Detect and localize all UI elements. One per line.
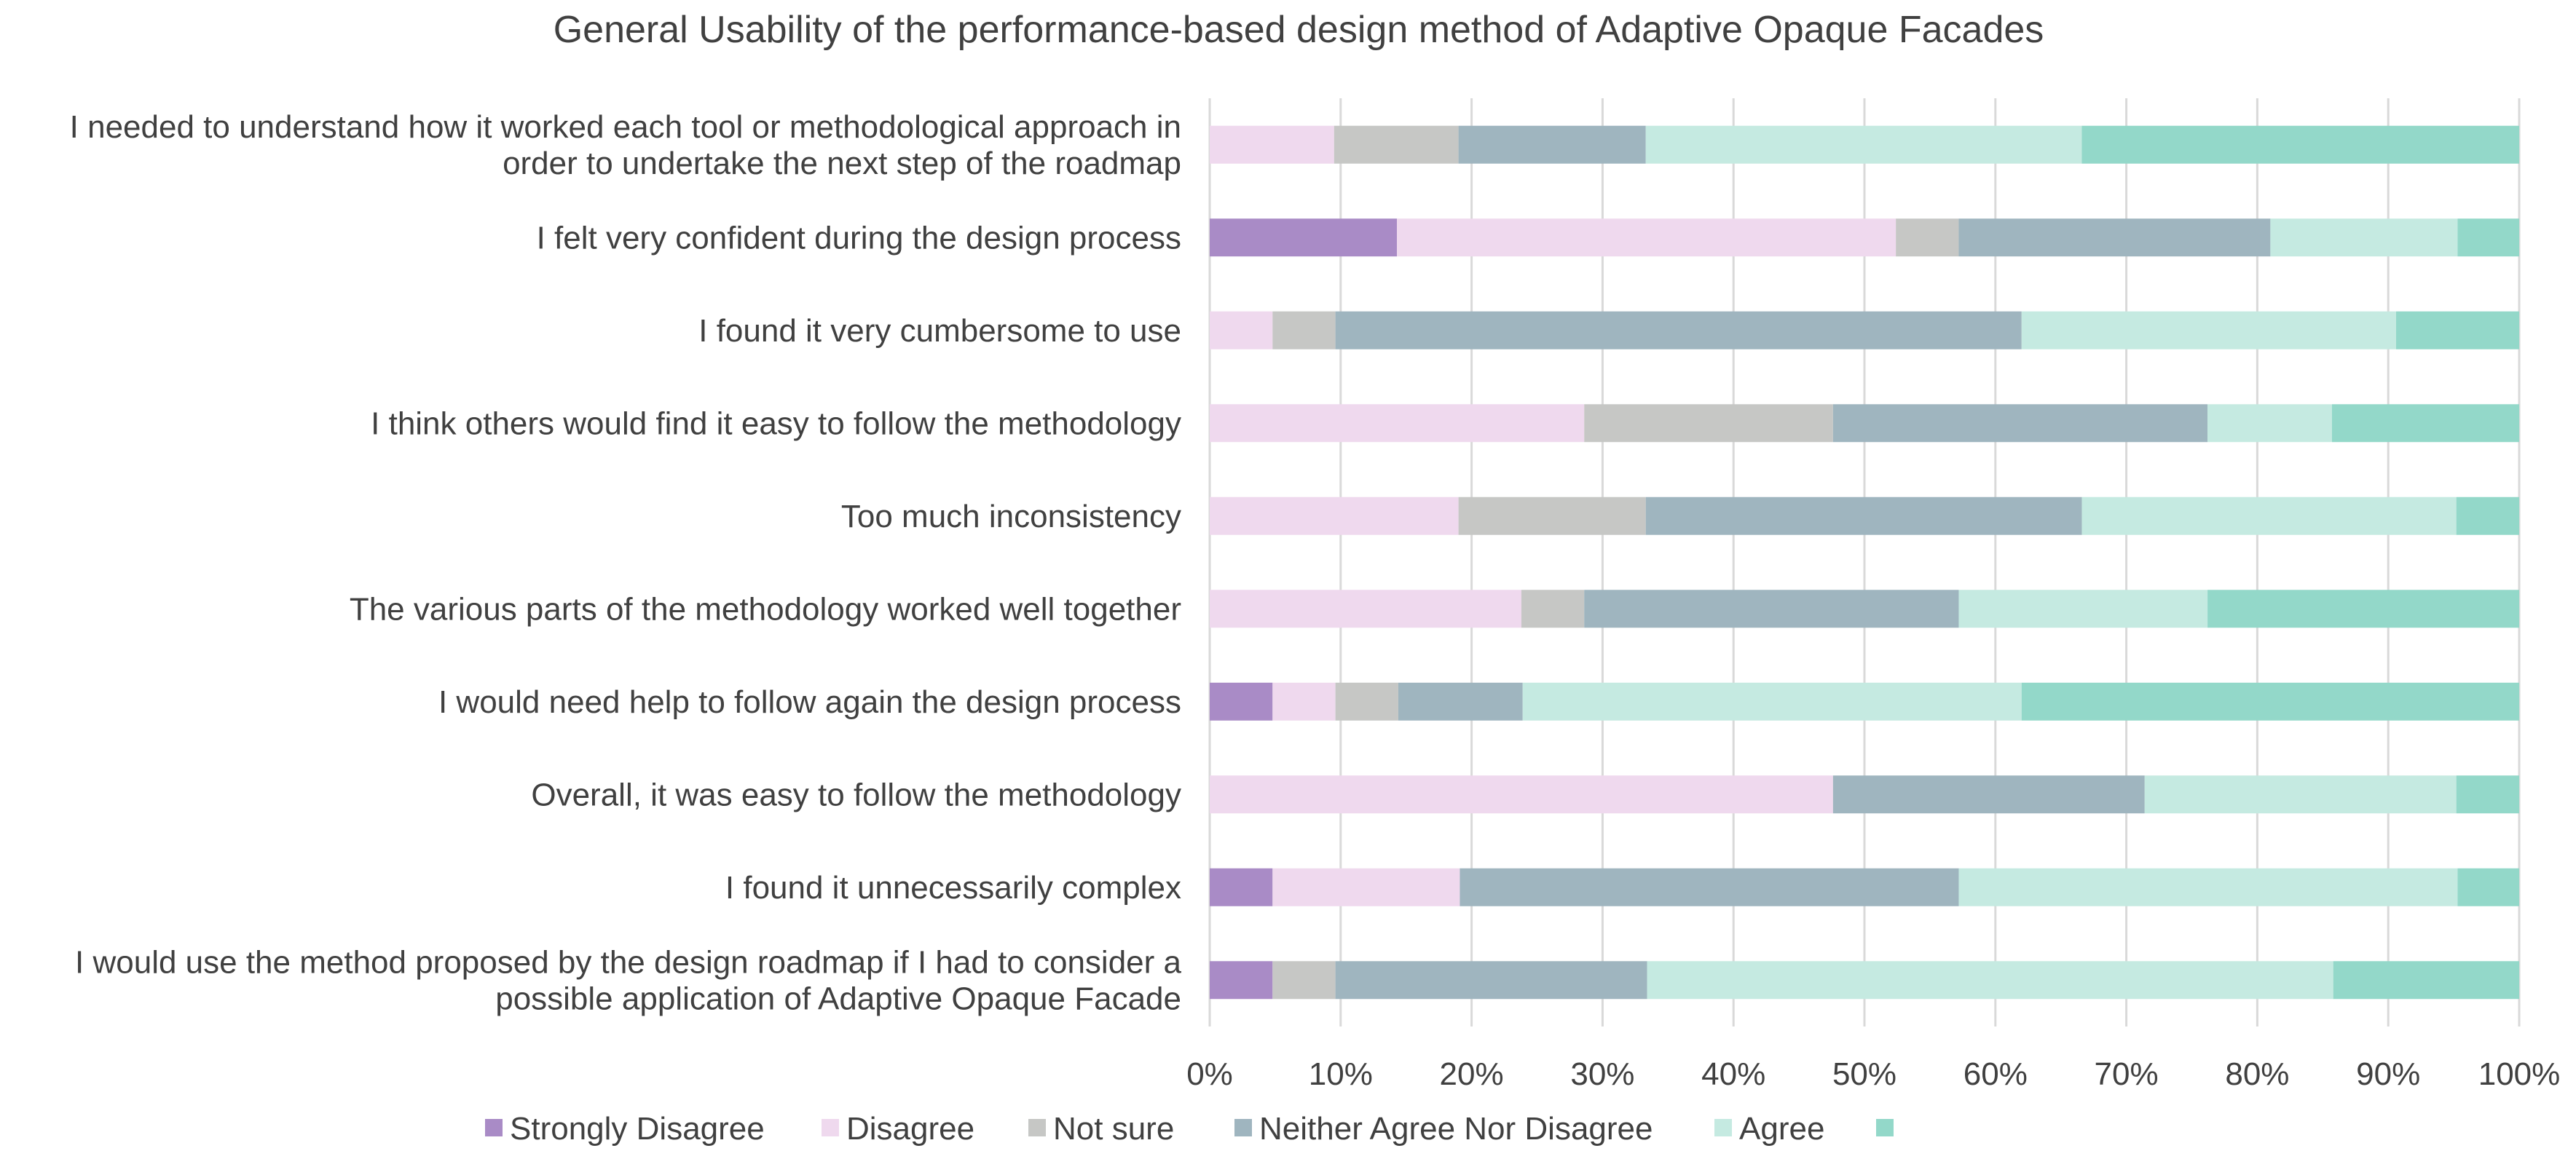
bar-segment	[1645, 125, 2082, 164]
legend-label: Not sure	[1053, 1111, 1174, 1147]
bar-segment	[1272, 868, 1460, 906]
legend-swatch	[1234, 1119, 1252, 1136]
legend-label: Disagree	[846, 1111, 974, 1147]
bar-segment	[1210, 125, 1334, 164]
x-tick-label: 0%	[1186, 1056, 1233, 1092]
x-tick-label: 30%	[1570, 1056, 1634, 1092]
category-label: I found it unnecessarily complex	[725, 870, 1181, 906]
legend-swatch	[1876, 1119, 1894, 1136]
category-label: Too much inconsistency	[841, 499, 1181, 534]
legend: Strongly Disagree Disagree Not sure Neither…	[485, 1111, 1894, 1147]
legend-label: Strongly Disagree	[510, 1111, 765, 1147]
bar-segment	[1458, 125, 1646, 164]
x-axis-ticks: 0% 10% 20% 30% 40% 50% 60% 70% 80% 90% 100%	[1186, 1056, 2560, 1092]
x-tick-label: 90%	[2356, 1056, 2420, 1092]
bar-segment	[2457, 218, 2519, 257]
x-tick-label: 100%	[2478, 1056, 2561, 1092]
bar-segment	[2081, 496, 2457, 535]
category-label: Overall, it was easy to follow the metho…	[531, 777, 1181, 812]
bar-segment	[1335, 961, 1647, 1000]
bar-segment	[2021, 311, 2396, 349]
bar-segment	[2331, 404, 2519, 443]
bar-segment	[1522, 682, 2022, 721]
category-label: I needed to understand how it worked eac…	[70, 109, 1181, 145]
bar-segment	[1210, 218, 1398, 257]
bar-segment	[1210, 590, 1521, 628]
bar-segment	[1460, 868, 1959, 906]
x-tick-label: 80%	[2225, 1056, 2289, 1092]
bar-segment	[2207, 404, 2332, 443]
bar-segment	[2456, 775, 2519, 814]
bar-segment	[1958, 868, 2458, 906]
bar-segment	[1398, 682, 1523, 721]
bar-segment	[2144, 775, 2457, 814]
bar-segment	[2021, 682, 2519, 721]
x-tick-label: 60%	[1963, 1056, 2028, 1092]
bar-segment	[1645, 496, 2082, 535]
x-tick-label: 70%	[2095, 1056, 2159, 1092]
category-label: order to undertake the next step of the …	[503, 146, 1181, 181]
category-label: I would need help to follow again the de…	[438, 684, 1181, 720]
bar-segment	[1458, 496, 1646, 535]
x-tick-label: 50%	[1832, 1056, 1896, 1092]
bar-segment	[1210, 496, 1459, 535]
bar-segment	[1958, 590, 2208, 628]
category-label: I found it very cumbersome to use	[698, 313, 1181, 349]
bar-segment	[1272, 682, 1336, 721]
category-label: I would use the method proposed by the d…	[75, 944, 1181, 980]
legend-swatch	[485, 1119, 503, 1136]
bar-segment	[1832, 404, 2208, 443]
legend-label: Agree	[1739, 1111, 1824, 1147]
bar-segment	[1521, 590, 1585, 628]
bar-segment	[1335, 311, 2022, 349]
category-label: possible application of Adaptive Opaque …	[495, 981, 1181, 1016]
bar-segment	[1832, 775, 2145, 814]
bar-segment	[2457, 868, 2519, 906]
legend-swatch	[1028, 1119, 1046, 1136]
bar-segment	[1584, 590, 1959, 628]
bar-segment	[1958, 218, 2271, 257]
bar-segment	[1896, 218, 1959, 257]
bar-segment	[2456, 496, 2519, 535]
bar-segment	[2395, 311, 2519, 349]
category-label: I felt very confident during the design …	[537, 220, 1181, 256]
bar-segment	[2081, 125, 2519, 164]
chart-title: General Usability of the performance-bas…	[554, 9, 2044, 51]
x-tick-label: 40%	[1701, 1056, 1765, 1092]
bar-segment	[1335, 682, 1398, 721]
legend-swatch	[1714, 1119, 1732, 1136]
bar-segment	[1334, 125, 1459, 164]
legend-label: Neither Agree Nor Disagree	[1259, 1111, 1653, 1147]
bar-segment	[2333, 961, 2519, 1000]
category-label: I think others would find it easy to fol…	[371, 405, 1181, 441]
bar-segment	[1647, 961, 2333, 1000]
bar-segment	[1272, 961, 1336, 1000]
category-label: The various parts of the methodology wor…	[350, 591, 1181, 627]
x-tick-label: 10%	[1309, 1056, 1373, 1092]
legend-swatch	[822, 1119, 839, 1136]
bar-segment	[1210, 775, 1833, 814]
bar-segment	[1584, 404, 1833, 443]
bar-segment	[2270, 218, 2458, 257]
bar-segment	[1397, 218, 1896, 257]
bar-segment	[1210, 404, 1585, 443]
bars	[1210, 125, 2519, 1000]
category-labels: I needed to understand how it worked eac…	[70, 109, 1182, 1017]
bar-segment	[1272, 311, 1336, 349]
bar-segment	[1210, 868, 1273, 906]
bar-segment	[1210, 961, 1273, 1000]
bar-segment	[1210, 682, 1273, 721]
bar-segment	[1210, 311, 1273, 349]
x-tick-label: 20%	[1440, 1056, 1504, 1092]
bar-segment	[2207, 590, 2519, 628]
